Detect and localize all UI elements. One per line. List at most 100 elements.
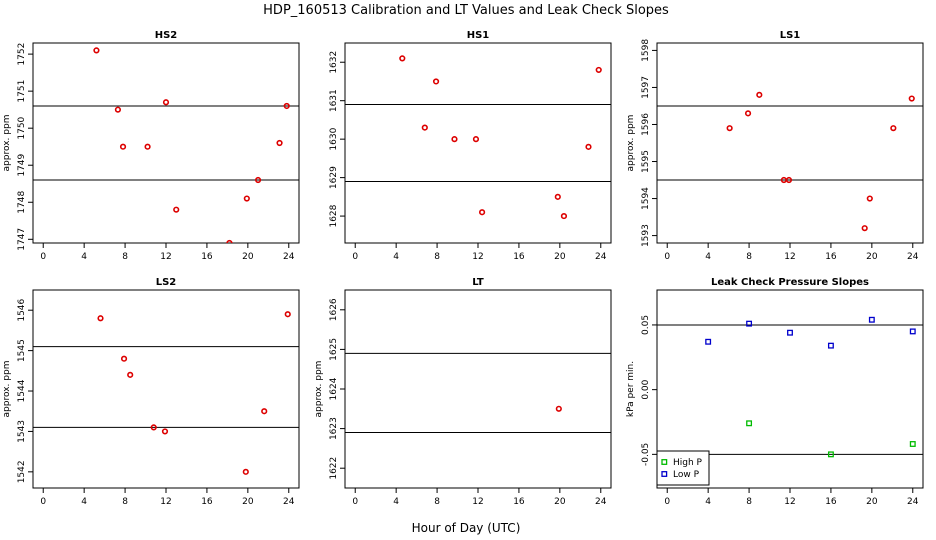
x-tick-label: 4 (705, 252, 711, 262)
legend-marker (661, 471, 668, 477)
data-point (399, 55, 406, 62)
data-point (93, 47, 100, 54)
x-tick-label: 0 (664, 497, 670, 507)
x-tick-label: 24 (595, 252, 607, 262)
data-point (785, 176, 793, 184)
data-point (909, 328, 916, 335)
panel-title: HS2 (155, 30, 178, 41)
x-tick-label: 20 (554, 252, 566, 262)
data-point (261, 408, 268, 415)
y-tick-label: 1546 (17, 298, 27, 321)
data-point (283, 102, 290, 110)
data-point (868, 316, 875, 323)
plot-frame (344, 42, 612, 244)
data-point (909, 441, 916, 447)
y-tick-label: 1595 (641, 150, 651, 173)
data-points (705, 316, 916, 458)
x-tick-label: 8 (746, 497, 752, 507)
x-tick-label: 8 (122, 497, 128, 507)
data-point (150, 424, 157, 431)
data-point (746, 320, 753, 327)
y-tick-label: 0.00 (641, 379, 651, 399)
data-point (421, 124, 428, 131)
x-tick-label: 4 (393, 252, 399, 262)
y-tick-label: 1544 (17, 379, 27, 402)
y-tick-label: 1543 (17, 420, 27, 443)
data-point (908, 95, 915, 102)
y-tick-label: 1594 (641, 187, 651, 210)
data-point (226, 239, 233, 243)
y-tick-label: 1750 (17, 116, 27, 139)
data-point (890, 125, 897, 132)
data-point (242, 468, 249, 475)
panel-1: HS1 0 4 8 12 16 20 24 1628 1629 1630 1631 1632 (329, 30, 612, 262)
x-tick-label: 12 (160, 497, 171, 507)
data-point (866, 195, 873, 202)
legend: High P Low P (656, 450, 710, 486)
y-tick-label: 0.05 (641, 315, 651, 335)
data-point (276, 139, 283, 147)
y-tick-label: 1747 (17, 228, 27, 251)
data-points (93, 47, 290, 243)
x-tick-label: 24 (283, 252, 295, 262)
y-tick-label: 1628 (329, 204, 339, 227)
x-tick-label: 20 (242, 252, 254, 262)
data-point (478, 209, 486, 216)
x-tick-label: 12 (472, 497, 483, 507)
x-tick-label: 12 (784, 497, 795, 507)
panel-title: LT (472, 277, 484, 288)
x-tick-label: 4 (81, 497, 87, 507)
x-tick-label: 0 (352, 497, 358, 507)
y-tick-label: 1622 (329, 457, 339, 480)
data-point (861, 225, 868, 232)
data-point (127, 371, 134, 378)
data-point (472, 136, 480, 143)
data-point (161, 428, 169, 435)
x-tick-label: 24 (907, 252, 919, 262)
y-tick-label: 1624 (329, 377, 339, 400)
x-tick-label: 16 (201, 252, 213, 262)
x-tick-label: 16 (513, 252, 525, 262)
data-point (119, 143, 127, 150)
data-point (705, 338, 712, 345)
plot-frame (32, 42, 300, 244)
data-points (399, 55, 602, 220)
data-point (744, 110, 752, 117)
data-point (120, 355, 128, 362)
legend-label: High P (673, 458, 703, 468)
y-tick-label: 1748 (17, 191, 27, 214)
panel-title: Leak Check Pressure Slopes (711, 277, 869, 288)
x-tick-label: 24 (907, 497, 919, 507)
panel-4: LT 0 4 8 12 16 20 24 1622 1623 1624 1625 1626 approx.… (314, 277, 612, 507)
x-tick-label: 20 (242, 497, 254, 507)
y-tick-label: 1751 (17, 80, 27, 103)
data-point (284, 311, 291, 318)
data-points (97, 311, 291, 475)
x-tick-label: 4 (81, 252, 87, 262)
data-point (173, 206, 180, 213)
x-tick-label: 0 (664, 252, 670, 262)
figure-title: HDP_160513 Calibration and LT Values and… (263, 3, 669, 18)
x-tick-label: 12 (472, 252, 483, 262)
x-tick-label: 12 (160, 252, 171, 262)
y-tick-label: 1632 (329, 51, 339, 74)
y-tick-label: 1626 (329, 298, 339, 321)
y-tick-label: 1598 (641, 39, 651, 62)
x-tick-label: 8 (122, 252, 128, 262)
legend-box (656, 450, 710, 486)
y-tick-label: 1752 (17, 43, 27, 66)
y-tick-label: -0.05 (641, 443, 651, 466)
data-point (787, 329, 793, 336)
x-tick-label: 8 (746, 252, 752, 262)
data-point (162, 99, 170, 106)
x-tick-label: 24 (283, 497, 295, 507)
data-point (254, 176, 262, 184)
y-tick-label: 1593 (641, 224, 651, 247)
x-axis-label: Hour of Day (UTC) (412, 521, 521, 535)
x-tick-label: 16 (513, 497, 525, 507)
plot-frame (32, 289, 300, 489)
plot-frame (656, 42, 924, 244)
x-tick-label: 24 (595, 497, 607, 507)
data-point (746, 420, 753, 427)
